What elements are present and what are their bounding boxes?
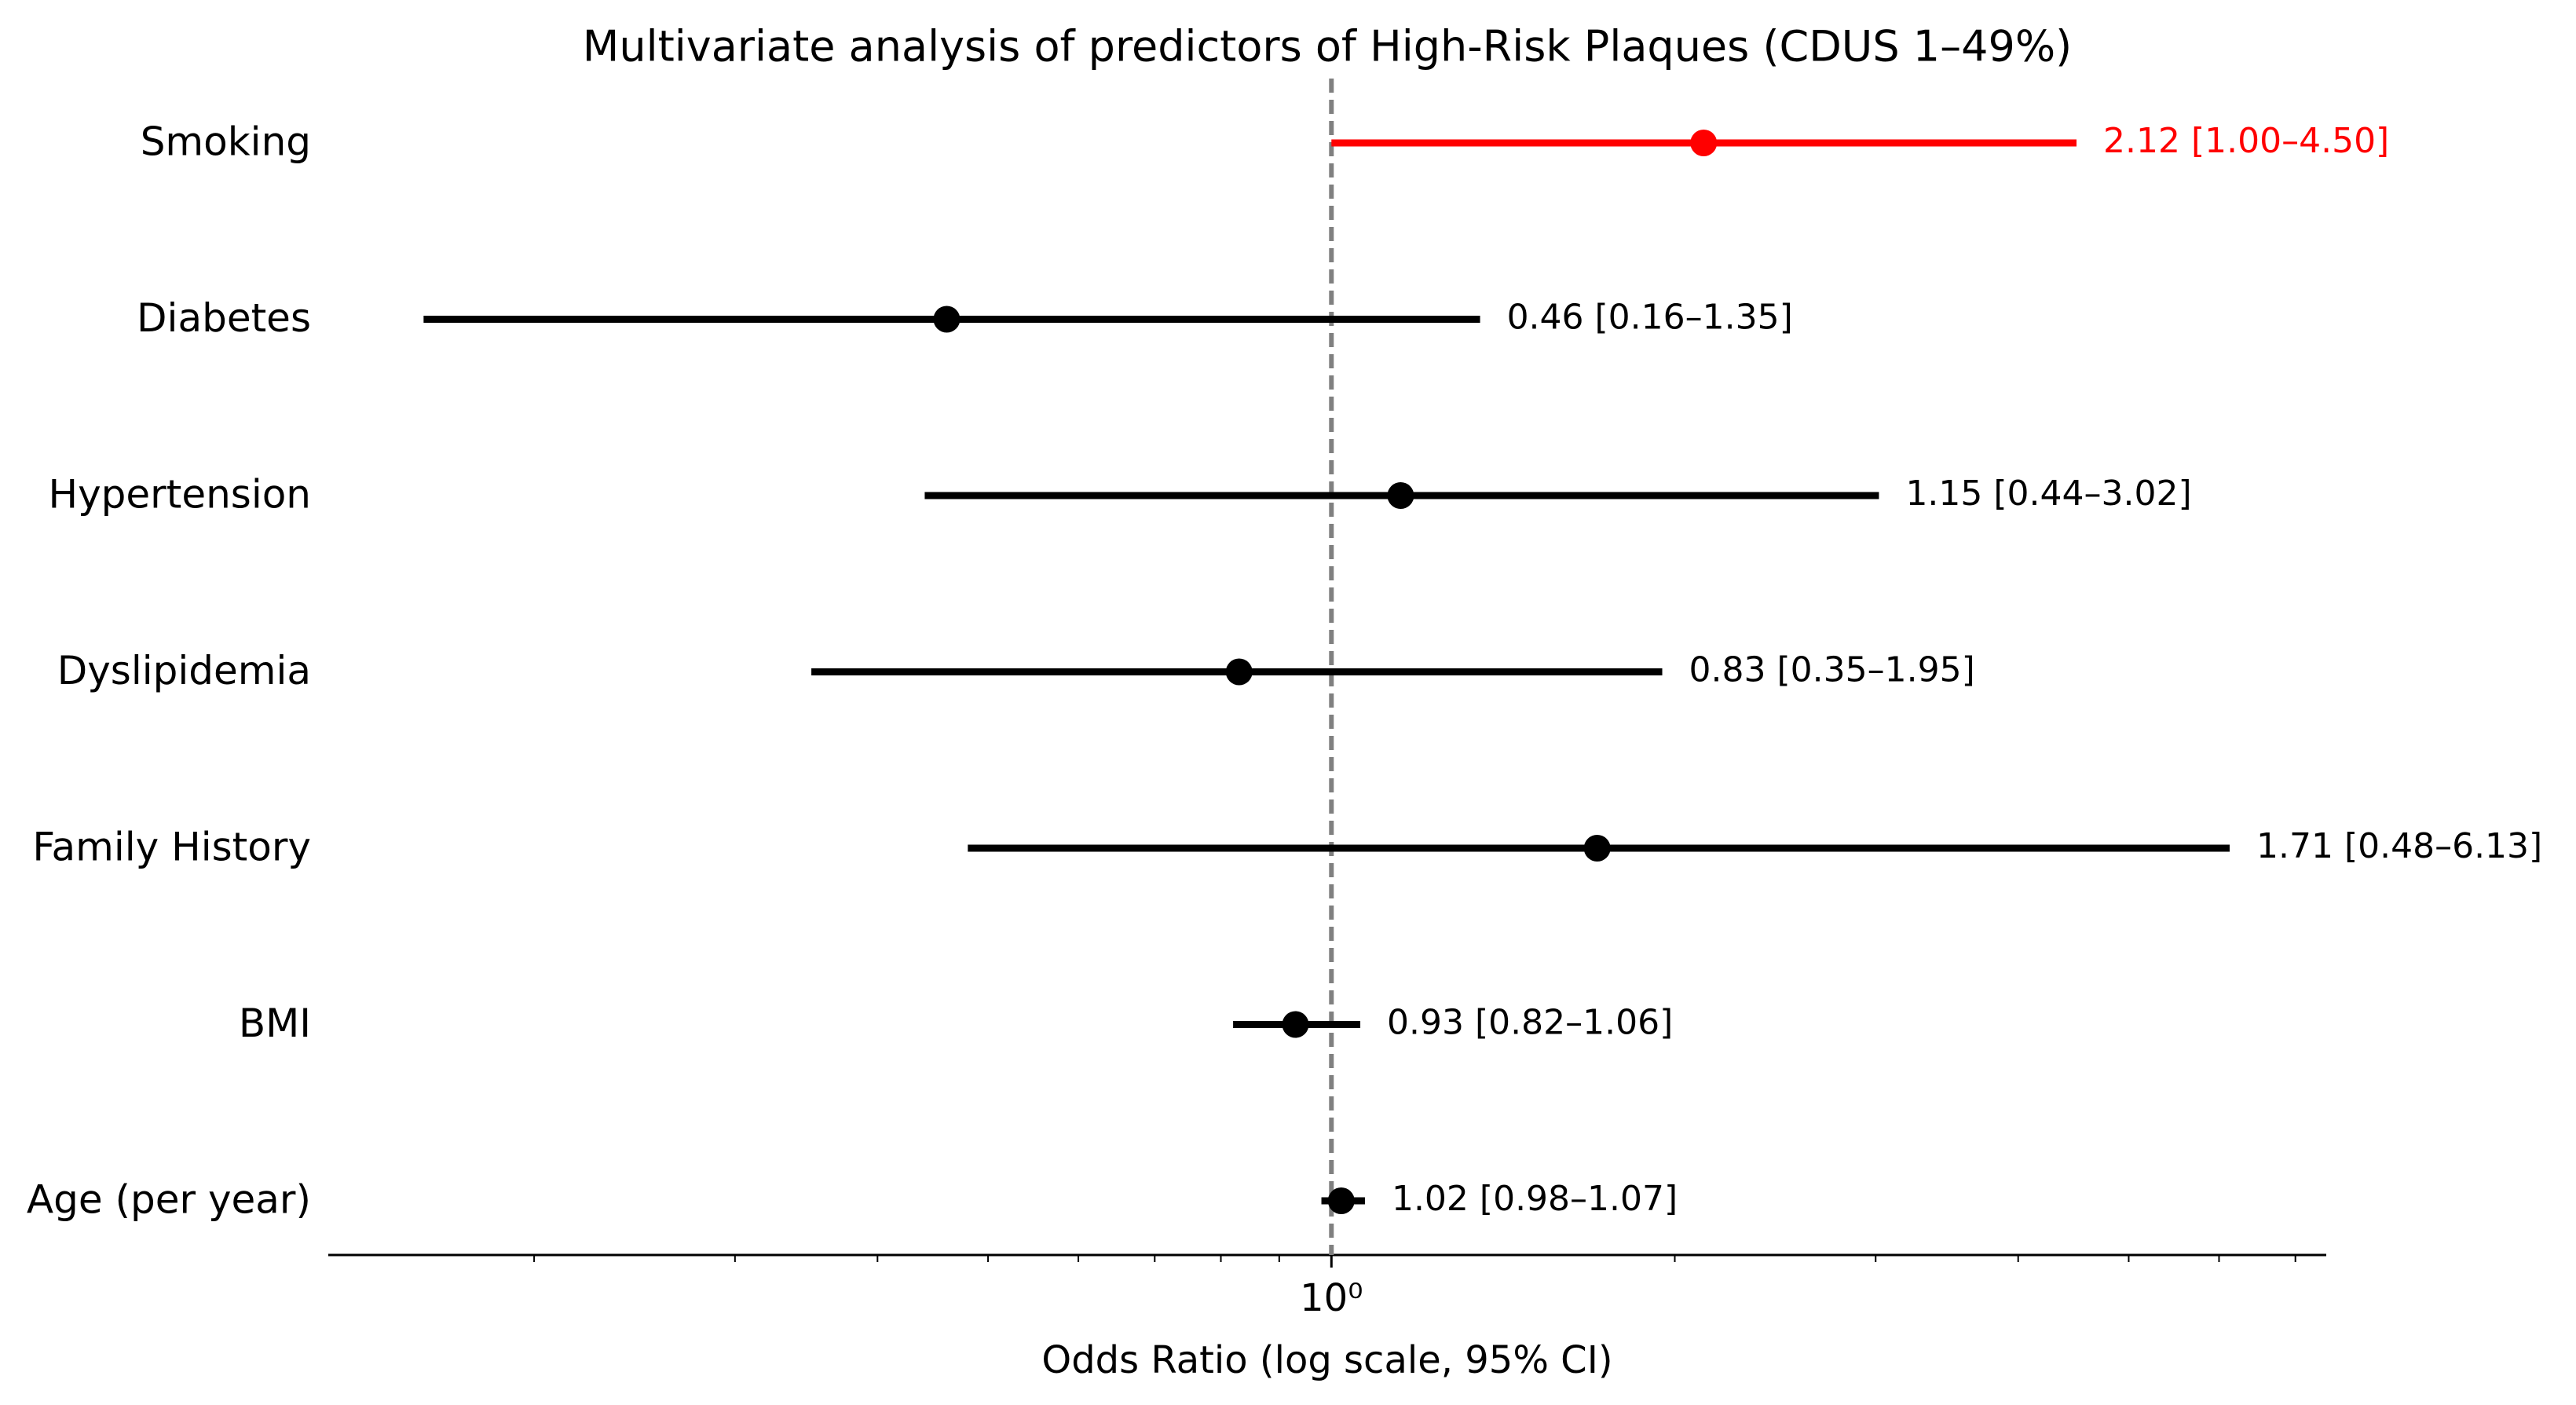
point-estimate <box>1690 130 1718 156</box>
y-tick-label: Family History <box>32 825 311 870</box>
value-label: 2.12 [1.00–4.50] <box>2103 121 2389 161</box>
y-tick-label: BMI <box>239 1001 311 1046</box>
point-estimate <box>1282 1011 1309 1038</box>
y-tick-label: Hypertension <box>48 472 311 518</box>
point-estimate <box>1387 482 1414 509</box>
point-estimate <box>1327 1187 1355 1214</box>
x-axis-label: Odds Ratio (log scale, 95% CI) <box>1041 1338 1612 1382</box>
x-tick-label: 10⁰ <box>1300 1276 1363 1320</box>
point-estimate <box>1225 658 1253 686</box>
point-estimate <box>1583 835 1611 862</box>
value-label: 1.15 [0.44–3.02] <box>1905 474 2191 514</box>
value-label: 0.83 [0.35–1.95] <box>1689 650 1975 690</box>
value-label: 1.71 [0.48–6.13] <box>2256 826 2542 866</box>
value-label: 0.46 [0.16–1.35] <box>1507 298 1793 338</box>
point-estimate <box>933 306 961 333</box>
value-label: 0.93 [0.82–1.06] <box>1387 1003 1673 1043</box>
y-tick-label: Dyslipidemia <box>57 648 311 693</box>
value-label: 1.02 [0.98–1.07] <box>1392 1179 1678 1219</box>
chart-title: Multivariate analysis of predictors of H… <box>583 22 2072 71</box>
y-tick-label: Diabetes <box>137 295 311 341</box>
y-tick-label: Smoking <box>141 119 311 165</box>
y-tick-label: Age (per year) <box>27 1177 311 1223</box>
